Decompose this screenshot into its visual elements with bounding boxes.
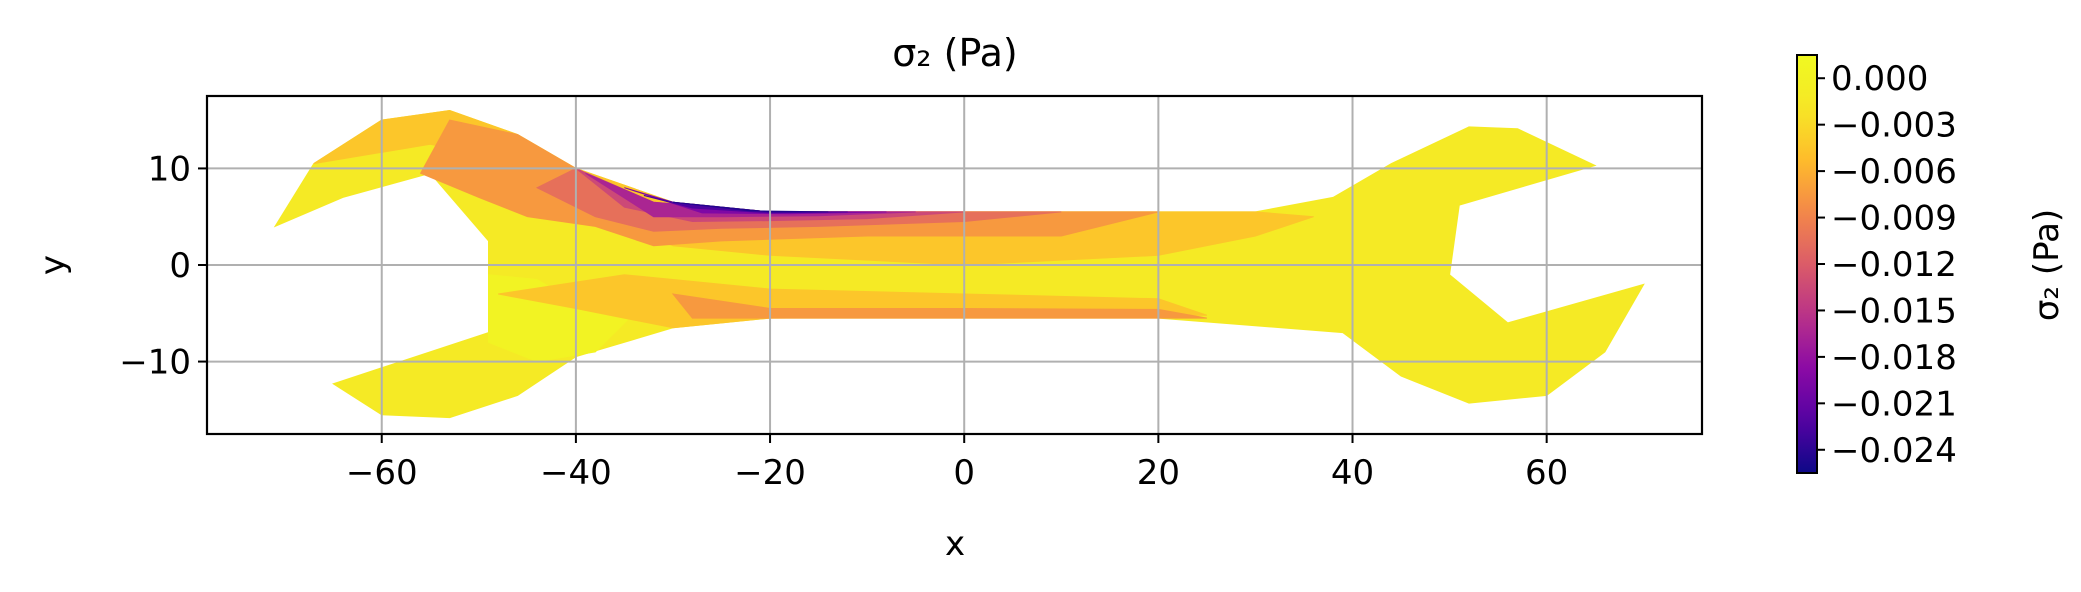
colorbar-tick-label: −0.009 — [1831, 199, 1957, 239]
x-tick-label: 40 — [1331, 453, 1374, 493]
x-tick-label: −20 — [734, 453, 806, 493]
contour-region — [671, 293, 1207, 319]
grid — [207, 96, 1702, 434]
colorbar-tick-label: −0.015 — [1831, 291, 1957, 331]
y-tick-label: −10 — [119, 343, 191, 383]
y-axis: −10 0 10 — [119, 149, 207, 383]
colorbar-label: σ₂ (Pa) — [2027, 209, 2067, 321]
x-tick-label: −40 — [540, 453, 612, 493]
x-tick-label: 20 — [1137, 453, 1180, 493]
colorbar-tick-label: −0.024 — [1831, 431, 1957, 471]
colorbar: 0.000 −0.003 −0.006 −0.009 −0.012 −0.015 −0.01… — [1796, 54, 1957, 474]
colorbar-tick-label: −0.006 — [1831, 152, 1957, 192]
y-tick-label: 10 — [148, 149, 191, 189]
y-axis-label: y — [33, 255, 73, 275]
contour-region — [672, 201, 829, 213]
x-axis-label: x — [945, 524, 965, 564]
x-tick-label: −60 — [346, 453, 418, 493]
colorbar-gradient — [1796, 54, 1818, 474]
x-axis: −60 −40 −20 0 20 40 60 — [346, 434, 1568, 493]
x-tick-label: 0 — [953, 453, 975, 493]
colorbar-tick-label: −0.003 — [1831, 106, 1957, 146]
colorbar-tick-label: −0.021 — [1831, 384, 1957, 424]
colorbar-tick-label: 0.000 — [1831, 59, 1928, 99]
y-tick-label: 0 — [169, 246, 191, 286]
x-tick-label: 60 — [1525, 453, 1568, 493]
colorbar-tick-label: −0.018 — [1831, 338, 1957, 378]
colorbar-tick-label: −0.012 — [1831, 245, 1957, 285]
chart-title: σ₂ (Pa) — [892, 31, 1018, 75]
